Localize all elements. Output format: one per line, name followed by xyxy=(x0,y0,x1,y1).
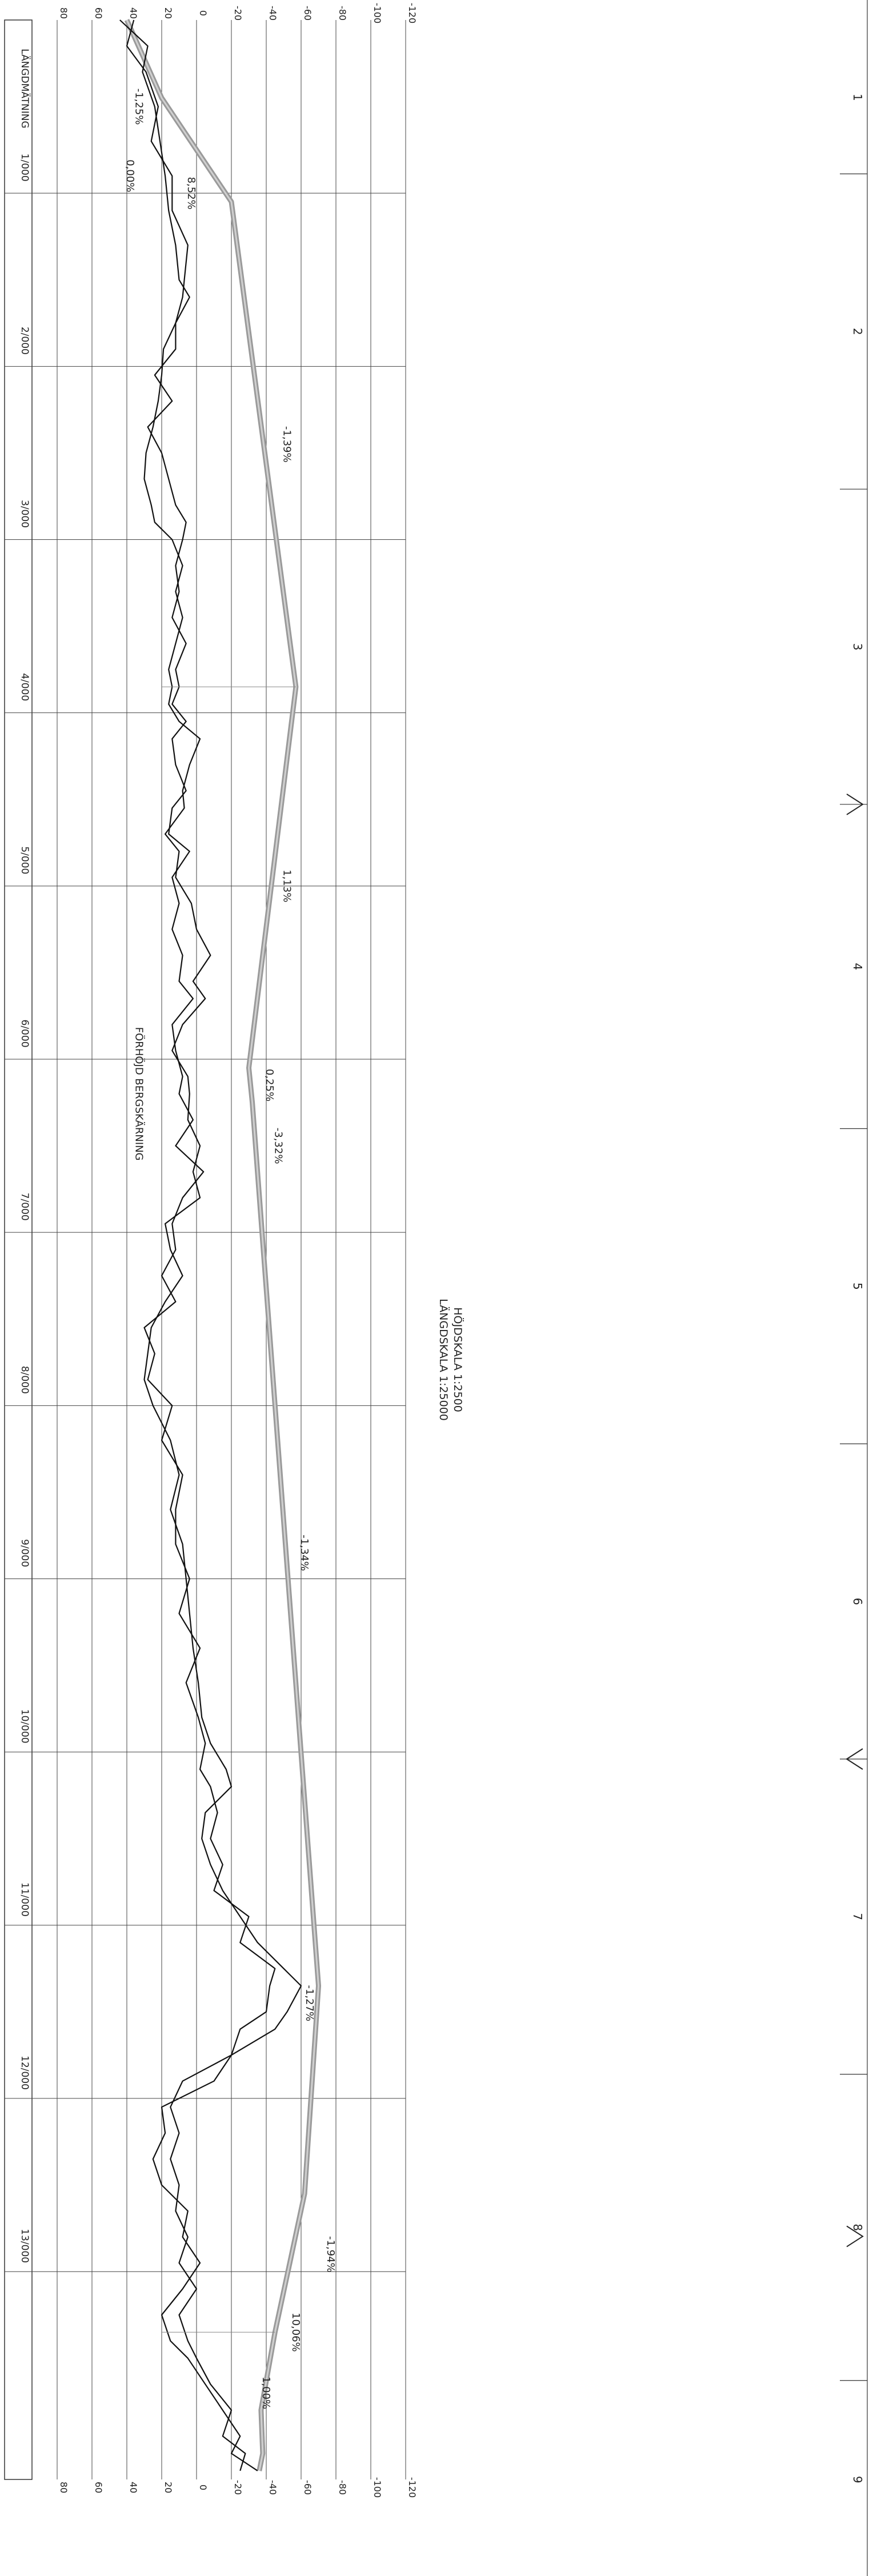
section-chevron xyxy=(846,1748,863,1770)
grade-annotation: -3,32% xyxy=(272,1128,284,1164)
elevation-tick-label-bottom: -120 xyxy=(407,2477,418,2498)
chainage-tick-label: 12/000 xyxy=(19,2056,30,2090)
chainage-tick-label: 8/000 xyxy=(19,1366,30,1394)
elevation-tick-label-top: 20 xyxy=(163,7,174,19)
grade-annotation: -1,27% xyxy=(303,1985,315,2021)
elevation-tick-label-top: 0 xyxy=(198,10,209,16)
chainage-tick-label: 10/000 xyxy=(19,1709,30,1744)
section-number: 5 xyxy=(851,1283,864,1290)
elevation-tick-label-top: 60 xyxy=(93,7,104,19)
header-strip-label: LÄNGDMÄTNING xyxy=(19,49,31,128)
elevation-tick-label-top: -120 xyxy=(407,3,418,23)
section-chevron xyxy=(846,2225,864,2248)
elevation-tick-label-bottom: 40 xyxy=(128,2482,139,2493)
elevation-tick-label-top: -60 xyxy=(302,6,313,21)
section-number: 2 xyxy=(851,328,864,335)
grade-annotation: 10,06% xyxy=(290,2313,302,2352)
section-number: 4 xyxy=(851,963,864,970)
elevation-tick-label-bottom: 20 xyxy=(163,2482,174,2493)
section-number: 3 xyxy=(851,643,864,651)
terrain_1-line xyxy=(119,19,302,2471)
chainage-tick-label: 2/000 xyxy=(19,327,30,355)
grade-annotation: -1,94% xyxy=(325,2236,337,2273)
grade-annotation: 1,13% xyxy=(281,870,293,902)
elevation-tick-label-top: -80 xyxy=(337,6,348,21)
chainage-tick-label: 13/000 xyxy=(19,2229,30,2263)
elevation-tick-label-bottom: -100 xyxy=(372,2477,383,2498)
elevation-tick-label-top: 40 xyxy=(128,7,139,19)
chainage-tick-label: 3/000 xyxy=(19,500,30,528)
elevation-tick-label-top: 80 xyxy=(58,7,69,19)
chainage-tick-label: 5/000 xyxy=(19,846,30,874)
elevation-tick-label-bottom: 80 xyxy=(58,2482,69,2493)
elevation-tick-label-bottom: 0 xyxy=(198,2485,209,2490)
chainage-tick-label: 4/000 xyxy=(19,673,30,701)
horizontal-scale-label: LÄNGDSKALA 1:25000 xyxy=(437,1299,450,1421)
elevation-tick-label-top: -40 xyxy=(267,6,278,21)
grade-annotation: FÖRHÖJD BERGSKÄRNING xyxy=(133,1027,145,1161)
elevation-tick-label-bottom: -20 xyxy=(233,2480,243,2495)
chainage-tick-label: 6/000 xyxy=(19,1020,30,1048)
chainage-tick-label: 11/000 xyxy=(19,1882,30,1917)
terrain_2-line xyxy=(126,19,276,2471)
chainage-tick-label: 9/000 xyxy=(19,1539,30,1567)
grade-annotation: 0,00% xyxy=(124,159,136,192)
grade-annotation: -1,39% xyxy=(281,426,293,463)
grade-annotation: 0,25% xyxy=(263,1069,275,1101)
grade-annotation: -1,34% xyxy=(298,1535,310,1571)
section-number: 7 xyxy=(851,1913,864,1921)
section-number: 1 xyxy=(851,94,864,101)
vertical-scale-label: HÖJDSKALA 1:2500 xyxy=(451,1307,464,1412)
elevation-tick-label-bottom: -80 xyxy=(337,2480,348,2495)
grade-annotation: 8,52% xyxy=(185,177,197,210)
chainage-tick-label: 7/000 xyxy=(19,1193,30,1221)
elevation-tick-label-bottom: -60 xyxy=(302,2480,313,2495)
elevation-tick-label-bottom: 60 xyxy=(93,2482,104,2493)
section-number: 8 xyxy=(851,2224,864,2231)
grade-annotation: 1,00% xyxy=(260,2377,272,2409)
elevation-tick-label-top: -20 xyxy=(233,6,243,21)
grade-annotation: -1,25% xyxy=(133,89,145,125)
header-strip xyxy=(4,19,33,2480)
profile-line-core xyxy=(126,19,319,2471)
section-number: 6 xyxy=(851,1598,864,1605)
elevation-tick-label-bottom: -40 xyxy=(267,2480,278,2495)
chainage-tick-label: 1/000 xyxy=(19,154,30,182)
section-number: 9 xyxy=(851,2476,864,2483)
section-chevron xyxy=(846,794,864,815)
elevation-tick-label-top: -100 xyxy=(372,3,383,23)
profile-line-band xyxy=(124,19,321,2471)
